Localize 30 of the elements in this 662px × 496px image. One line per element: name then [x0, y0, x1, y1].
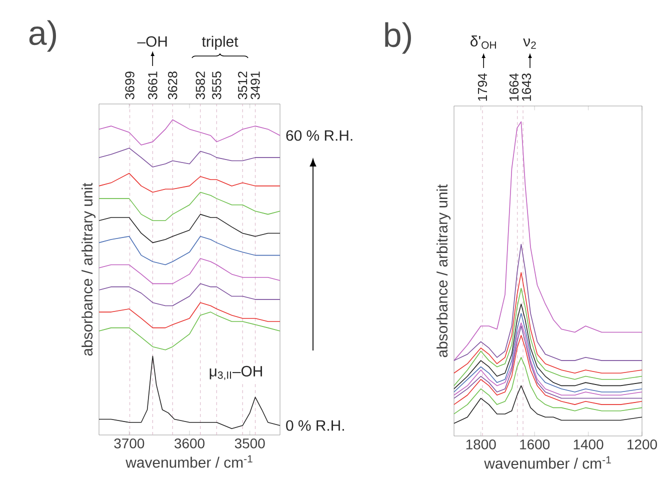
- x-tick-label: 3500: [234, 438, 265, 448]
- ref-line-label: 3512: [238, 72, 248, 100]
- x-axis-title: wavenumber / cm$^{-1}$: [126, 455, 252, 468]
- text: ν$_{2}$: [523, 38, 536, 49]
- text: 0 % R.H.: [286, 420, 344, 431]
- x-tick-label: 1800: [466, 439, 496, 450]
- ref-line-label: 3628: [168, 72, 178, 100]
- ref-line-label: 3699: [125, 72, 134, 100]
- text: triplet: [202, 36, 238, 50]
- annotation: μ$_{3,II}$–OH: [210, 366, 262, 380]
- ref-line-label: 3491: [250, 72, 260, 100]
- text: –OH: [137, 36, 167, 47]
- x-tick-label: 3600: [174, 438, 204, 448]
- text: 60 % R.H.: [286, 130, 352, 141]
- ref-line-label: 1643: [522, 74, 532, 101]
- chart-title: a): [29, 20, 56, 52]
- ref-line-label: 3555: [212, 72, 222, 100]
- chart-title: b): [385, 22, 411, 54]
- x-tick-label: 1600: [520, 439, 550, 450]
- x-axis-title: wavenumber / cm$^{-1}$: [484, 456, 611, 469]
- x-tick-label: 3700: [114, 438, 144, 448]
- ref-line-label: 1794: [478, 73, 488, 101]
- ref-line-label: 3582: [196, 72, 205, 100]
- ref-line-label: 1664: [509, 73, 519, 101]
- ref-line-label: 3661: [148, 72, 158, 100]
- x-tick-label: 1400: [574, 439, 604, 450]
- text: δ'$_{OH}$: [470, 35, 496, 49]
- x-tick-label: 1200: [628, 439, 657, 450]
- y-axis-title: absorbance / arbitrary unit: [82, 182, 96, 356]
- y-axis-title: absorbance / arbitrary unit: [436, 184, 450, 358]
